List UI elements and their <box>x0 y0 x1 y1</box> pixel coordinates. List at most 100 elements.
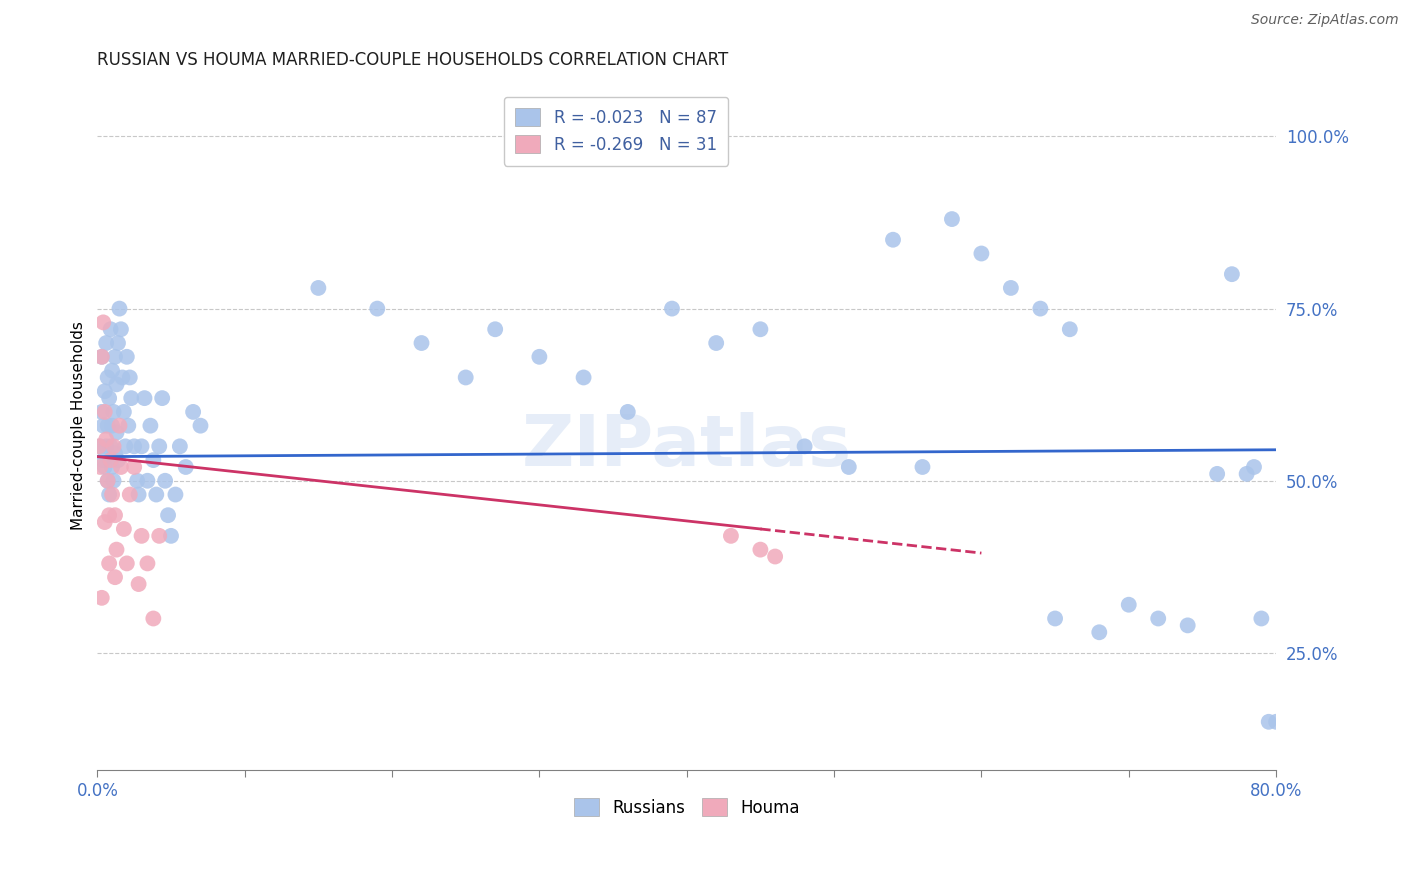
Point <box>105 377 128 392</box>
Point <box>115 350 138 364</box>
Point <box>91 453 114 467</box>
Point <box>911 460 934 475</box>
Point <box>661 301 683 316</box>
Point <box>122 460 145 475</box>
Point <box>793 439 815 453</box>
Point <box>1088 625 1111 640</box>
Point <box>136 474 159 488</box>
Point <box>122 439 145 453</box>
Point <box>117 418 139 433</box>
Point <box>970 246 993 260</box>
Point <box>96 433 118 447</box>
Point <box>454 370 477 384</box>
Point <box>145 487 167 501</box>
Point <box>100 453 122 467</box>
Point <box>1250 611 1272 625</box>
Point <box>96 439 118 453</box>
Point <box>1206 467 1229 481</box>
Point <box>941 212 963 227</box>
Point <box>104 570 127 584</box>
Point <box>93 515 115 529</box>
Point <box>118 370 141 384</box>
Point <box>127 474 149 488</box>
Point <box>150 391 173 405</box>
Point <box>169 439 191 453</box>
Point <box>366 301 388 316</box>
Point <box>190 418 212 433</box>
Point <box>114 439 136 453</box>
Point <box>153 474 176 488</box>
Point <box>91 418 114 433</box>
Point <box>98 557 121 571</box>
Point <box>1257 714 1279 729</box>
Point <box>1059 322 1081 336</box>
Point <box>105 425 128 440</box>
Point <box>101 487 124 501</box>
Point <box>108 301 131 316</box>
Point <box>90 405 112 419</box>
Point <box>100 322 122 336</box>
Point <box>93 460 115 475</box>
Point <box>89 460 111 475</box>
Point <box>89 439 111 453</box>
Legend: Russians, Houma: Russians, Houma <box>567 791 806 823</box>
Point <box>120 391 142 405</box>
Point <box>529 350 551 364</box>
Point <box>91 315 114 329</box>
Point <box>104 508 127 523</box>
Point <box>1029 301 1052 316</box>
Point <box>1265 714 1288 729</box>
Point <box>181 405 204 419</box>
Point <box>165 487 187 501</box>
Point <box>112 522 135 536</box>
Point <box>1177 618 1199 632</box>
Point <box>160 529 183 543</box>
Text: ZIPatlas: ZIPatlas <box>522 412 852 481</box>
Point <box>142 611 165 625</box>
Point <box>111 370 134 384</box>
Point <box>101 460 124 475</box>
Point <box>1147 611 1170 625</box>
Point <box>1000 281 1022 295</box>
Y-axis label: Married-couple Households: Married-couple Households <box>72 321 86 530</box>
Point <box>97 418 120 433</box>
Point <box>134 391 156 405</box>
Point <box>101 363 124 377</box>
Point <box>103 405 125 419</box>
Point <box>107 336 129 351</box>
Point <box>108 418 131 433</box>
Point <box>115 557 138 571</box>
Point <box>307 281 329 295</box>
Point <box>131 439 153 453</box>
Point <box>112 405 135 419</box>
Point <box>98 508 121 523</box>
Point <box>1243 460 1265 475</box>
Point <box>110 322 132 336</box>
Point <box>87 439 110 453</box>
Point <box>704 336 727 351</box>
Point <box>882 233 904 247</box>
Point <box>103 474 125 488</box>
Point <box>90 591 112 605</box>
Point <box>128 577 150 591</box>
Point <box>93 405 115 419</box>
Point <box>104 446 127 460</box>
Point <box>97 474 120 488</box>
Point <box>103 439 125 453</box>
Point <box>100 439 122 453</box>
Point <box>110 460 132 475</box>
Point <box>484 322 506 336</box>
Point <box>720 529 742 543</box>
Point <box>1043 611 1066 625</box>
Point <box>1220 267 1243 281</box>
Point <box>1118 598 1140 612</box>
Point <box>90 350 112 364</box>
Point <box>98 487 121 501</box>
Point <box>139 418 162 433</box>
Point <box>572 370 595 384</box>
Point <box>763 549 786 564</box>
Point <box>97 370 120 384</box>
Point <box>105 542 128 557</box>
Point <box>174 460 197 475</box>
Point <box>136 557 159 571</box>
